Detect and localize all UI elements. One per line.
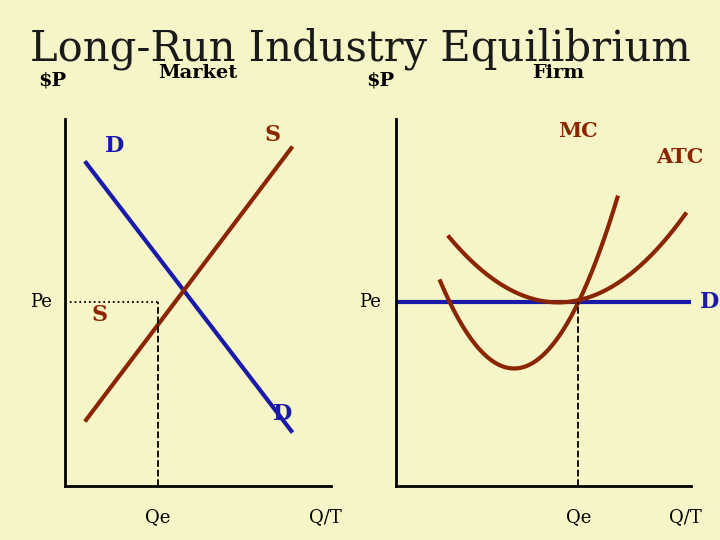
Text: ATC: ATC bbox=[656, 147, 703, 167]
Text: Firm: Firm bbox=[532, 64, 585, 82]
Text: Pe: Pe bbox=[359, 293, 382, 312]
Text: D: D bbox=[273, 403, 292, 425]
Text: Qe: Qe bbox=[145, 508, 171, 526]
Text: Pe: Pe bbox=[30, 293, 52, 312]
Text: Market: Market bbox=[158, 64, 238, 82]
Text: D: D bbox=[700, 292, 719, 313]
Text: $P: $P bbox=[366, 71, 395, 90]
Text: Qe: Qe bbox=[566, 508, 591, 526]
Text: S: S bbox=[265, 124, 281, 146]
Text: $P: $P bbox=[38, 71, 66, 90]
Text: Q/T: Q/T bbox=[310, 508, 342, 526]
Text: D: D bbox=[105, 135, 124, 157]
Text: Q/T: Q/T bbox=[669, 508, 702, 526]
Text: Long-Run Industry Equilibrium: Long-Run Industry Equilibrium bbox=[30, 27, 690, 70]
Text: MC: MC bbox=[559, 121, 598, 141]
Text: S: S bbox=[91, 304, 107, 326]
